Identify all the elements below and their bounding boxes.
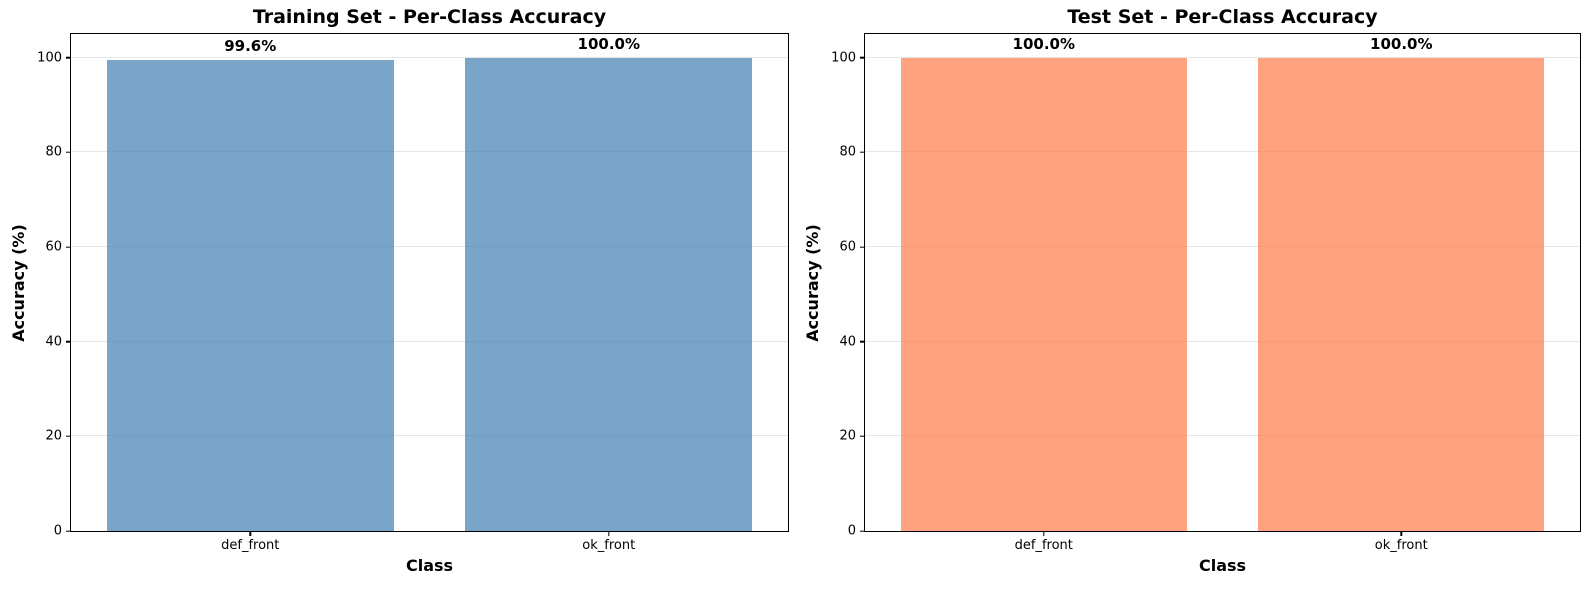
x-tick-label-ok_front: ok_front — [582, 538, 636, 553]
y-tick-label: 20 — [839, 428, 856, 444]
y-tick-mark — [66, 435, 71, 438]
y-axis-label-test: Accuracy (%) — [803, 223, 822, 342]
y-tick-label: 100 — [37, 50, 62, 66]
y-tick-label: 60 — [45, 239, 62, 255]
chart-title-training: Training Set - Per-Class Accuracy — [252, 6, 607, 28]
x-tick-label-def_front: def_front — [221, 538, 280, 553]
x-tick-mark — [249, 531, 251, 536]
x-tick-mark — [1400, 531, 1402, 536]
y-tick-label: 40 — [45, 334, 62, 350]
x-tick-mark — [1043, 531, 1045, 536]
bar-def_front — [106, 59, 394, 531]
y-tick-mark — [860, 56, 865, 59]
y-tick-label: 0 — [847, 523, 856, 539]
gridline-y100 — [865, 56, 1580, 58]
gridline-y80 — [865, 151, 1580, 153]
bar-value-label-ok_front: 100.0% — [1370, 34, 1433, 53]
gridline-y40 — [865, 340, 1580, 342]
gridline-y100 — [71, 56, 788, 58]
y-tick-mark — [66, 340, 71, 343]
gridline-y40 — [71, 340, 788, 342]
y-tick-label: 60 — [839, 239, 856, 255]
y-tick-mark — [66, 151, 71, 154]
y-tick-mark — [66, 56, 71, 59]
bar-def_front — [900, 57, 1187, 531]
x-tick-label-ok_front: ok_front — [1374, 538, 1428, 553]
gridline-y20 — [71, 435, 788, 437]
y-tick-mark — [860, 340, 865, 343]
bar-ok_front — [1258, 57, 1545, 531]
gridline-y20 — [865, 435, 1580, 437]
y-tick-label: 80 — [45, 144, 62, 160]
plot-area-test: Test Set - Per-Class Accuracy Accuracy (… — [803, 8, 1581, 574]
bar-value-label-ok_front: 100.0% — [577, 34, 640, 53]
x-tick-mark — [608, 531, 610, 536]
gridline-y60 — [71, 246, 788, 247]
plot-area-training: Training Set - Per-Class Accuracy Accura… — [9, 8, 789, 574]
gridline-y60 — [865, 246, 1580, 247]
x-axis-label-training: Class — [405, 556, 454, 575]
x-tick-label-def_front: def_front — [1014, 538, 1073, 553]
y-axis-label-training: Accuracy (%) — [9, 223, 28, 342]
y-tick-mark — [66, 246, 71, 248]
y-tick-mark — [860, 530, 865, 532]
y-tick-mark — [860, 151, 865, 154]
bar-value-label-def_front: 100.0% — [1012, 34, 1075, 53]
bar-value-label-def_front: 99.6% — [224, 36, 277, 55]
gridline-y80 — [71, 151, 788, 153]
y-tick-label: 100 — [831, 50, 856, 66]
y-tick-mark — [860, 435, 865, 438]
x-axis-label-test: Class — [1198, 556, 1247, 575]
y-tick-label: 80 — [839, 144, 856, 160]
chart-title-test: Test Set - Per-Class Accuracy — [1067, 6, 1378, 28]
y-tick-mark — [860, 246, 865, 248]
y-tick-mark — [66, 530, 71, 532]
bar-ok_front — [465, 57, 753, 531]
y-tick-label: 40 — [839, 334, 856, 350]
y-tick-label: 0 — [53, 523, 62, 539]
y-tick-label: 20 — [45, 428, 62, 444]
